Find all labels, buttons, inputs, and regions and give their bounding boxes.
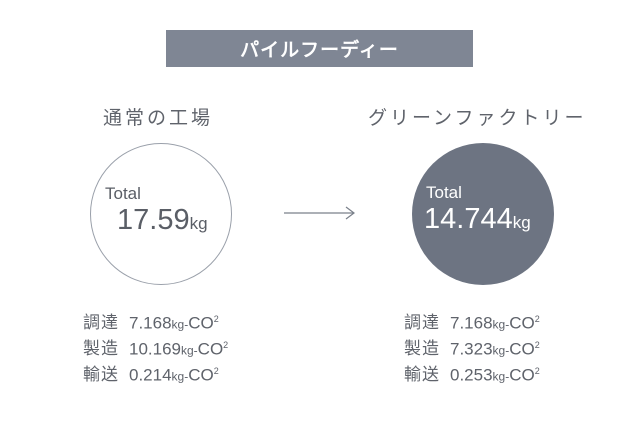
standard-factory-total-circle: Total 17.59kg xyxy=(90,143,232,285)
value: 0.214 xyxy=(129,365,172,385)
total-number: 14.744 xyxy=(424,203,513,235)
gas: CO xyxy=(188,365,214,385)
unit: kg- xyxy=(492,317,510,332)
unit: kg- xyxy=(181,343,198,358)
total-value: 17.59kg xyxy=(117,204,208,237)
subscript: 2 xyxy=(534,340,540,350)
unit: kg- xyxy=(171,369,189,384)
category-label: 製造 xyxy=(83,339,119,359)
total-number: 17.59 xyxy=(117,204,190,236)
gas: CO xyxy=(509,339,535,359)
gas: CO xyxy=(509,365,535,385)
unit: kg- xyxy=(492,369,510,384)
standard-factory-breakdown: 調達 7.168kg-CO2 製造 10.169kg-CO2 輸送 0.214kg-C… xyxy=(83,306,228,384)
breakdown-row: 輸送 0.253kg-CO2 xyxy=(404,358,540,384)
category-label: 輸送 xyxy=(404,365,440,385)
header-banner: パイルフーディー xyxy=(166,30,473,67)
category-label: 調達 xyxy=(404,313,440,333)
total-unit: kg xyxy=(512,213,531,232)
value: 0.253 xyxy=(450,365,493,385)
subscript: 2 xyxy=(223,340,229,350)
right-column-title: グリーンファクトリー xyxy=(368,107,587,129)
category-label: 製造 xyxy=(404,339,440,359)
green-factory-breakdown: 調達 7.168kg-CO2 製造 7.323kg-CO2 輸送 0.253kg-CO… xyxy=(404,306,540,384)
arrow-right-icon xyxy=(284,206,355,220)
gas: CO xyxy=(509,313,535,333)
banner-title: パイルフーディー xyxy=(240,39,399,61)
total-label: Total xyxy=(105,184,141,203)
green-factory-total-circle: Total 14.744kg xyxy=(412,143,554,285)
breakdown-row: 製造 10.169kg-CO2 xyxy=(83,332,228,358)
breakdown-row: 調達 7.168kg-CO2 xyxy=(83,306,228,332)
value: 7.168 xyxy=(450,313,493,333)
category-label: 調達 xyxy=(83,313,119,333)
total-unit: kg xyxy=(189,214,208,233)
subscript: 2 xyxy=(213,366,219,376)
unit: kg- xyxy=(492,343,510,358)
subscript: 2 xyxy=(534,314,540,324)
unit: kg- xyxy=(171,317,189,332)
gas: CO xyxy=(188,313,214,333)
subscript: 2 xyxy=(213,314,219,324)
total-label: Total xyxy=(426,183,462,202)
breakdown-row: 輸送 0.214kg-CO2 xyxy=(83,358,228,384)
total-value: 14.744kg xyxy=(424,203,531,236)
subscript: 2 xyxy=(534,366,540,376)
category-label: 輸送 xyxy=(83,365,119,385)
breakdown-row: 調達 7.168kg-CO2 xyxy=(404,306,540,332)
value: 7.323 xyxy=(450,339,493,359)
left-column-title: 通常の工場 xyxy=(103,107,214,129)
breakdown-row: 製造 7.323kg-CO2 xyxy=(404,332,540,358)
gas: CO xyxy=(197,339,224,359)
value: 10.169 xyxy=(129,339,181,359)
value: 7.168 xyxy=(129,313,172,333)
